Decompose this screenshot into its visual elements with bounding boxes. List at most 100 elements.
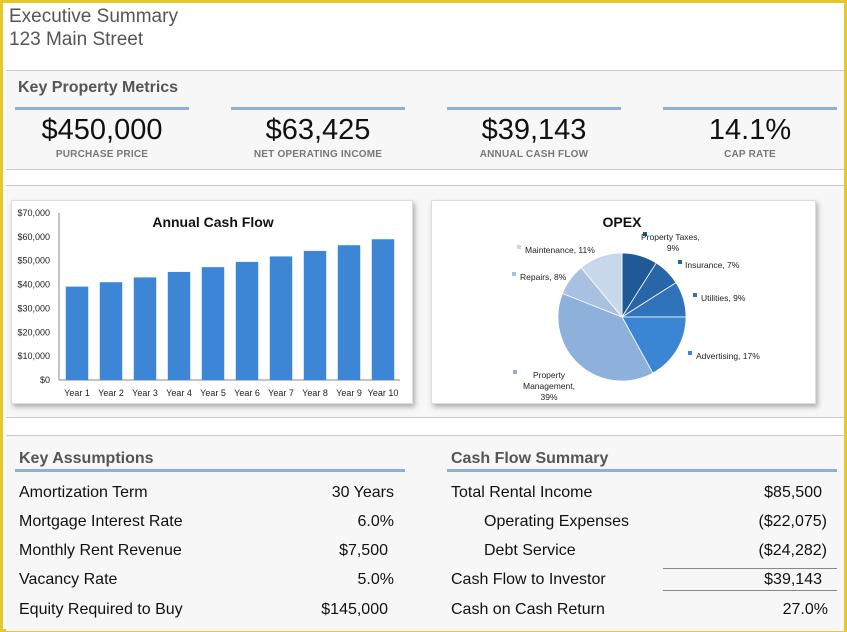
cashflow-label: Operating Expenses [484,513,629,530]
y-tick-label: $50,000 [17,256,50,266]
assumption-label: Vacancy Rate [19,571,118,588]
x-tick-label: Year 9 [336,388,362,398]
y-tick-label: $0 [40,375,50,385]
metric-label: ANNUAL CASH FLOW [479,149,589,160]
key-metrics-panel: Key Property Metrics [6,70,844,170]
cashflow-divider [663,568,837,569]
bar [269,256,293,380]
y-tick-label: $70,000 [17,208,50,218]
cashflow-label: Cash on Cash Return [451,601,605,618]
metric-value: 14.1% [708,114,792,146]
y-tick-label: $30,000 [17,303,50,313]
cashflow-label: Debt Service [484,542,576,559]
slice-label: Utilities, 9% [701,293,746,303]
cashflow-divider [663,590,837,591]
property-address: 123 Main Street [9,29,144,50]
bar [133,277,157,380]
x-tick-label: Year 8 [302,388,328,398]
assumption-label: Mortgage Interest Rate [19,513,183,530]
cashflow-value: $85,500 [764,484,822,501]
x-tick-label: Year 10 [368,388,399,398]
pie-slice [621,316,687,374]
metric-value: $39,143 [481,114,587,146]
cash-flow-summary-rule [447,469,837,472]
metric-net-operating-income: $63,425 NET OPERATING INCOME [231,107,405,160]
x-tick-label: Year 4 [166,388,192,398]
legend-marker [517,245,521,249]
cash-flow-summary-heading: Cash Flow Summary [451,450,609,467]
metric-value: $450,000 [41,114,163,146]
y-tick-label: $10,000 [17,351,50,361]
bar [371,239,395,380]
key-assumptions-rule [15,469,405,472]
annual-cash-flow-chart-svg: $0 $10,000 $20,000 $30,000 $40,000 $50,000 $60… [17,208,400,398]
metric-rule [15,107,189,110]
x-tick-label: Year 5 [200,388,226,398]
assumption-label: Monthly Rent Revenue [19,542,182,559]
assumption-value: 6.0% [357,513,394,530]
bar [167,271,191,380]
metric-rule [231,107,405,110]
cashflow-value: 27.0% [782,601,828,618]
legend-marker [513,370,517,374]
metric-rule [663,107,837,110]
slice-label: Insurance, 7% [685,260,740,270]
cashflow-label: Total Rental Income [451,484,593,501]
metric-annual-cash-flow: $39,143 ANNUAL CASH FLOW [447,107,621,160]
metric-label: NET OPERATING INCOME [253,149,383,160]
slice-label: Management, [523,381,575,391]
legend-marker [678,260,682,264]
cashflow-value: $39,143 [764,571,822,588]
summary-panel [6,435,844,631]
x-tick-label: Year 2 [98,388,124,398]
slice-label: Advertising, 17% [696,351,760,361]
metric-value: $63,425 [265,114,371,146]
bar [65,286,89,380]
metric-label: CAP RATE [724,149,776,160]
x-tick-label: Year 7 [268,388,294,398]
slice-label: 9% [667,243,680,253]
cashflow-label: Cash Flow to Investor [451,571,606,588]
y-tick-label: $60,000 [17,232,50,242]
key-assumptions-heading: Key Assumptions [19,450,154,467]
legend-marker [512,272,516,276]
opex-chart-svg: OPEX Property Taxes,9% Insurance, 7% Utilit… [512,214,760,402]
legend-marker [693,293,697,297]
slice-label: Property [533,370,566,380]
assumption-label: Equity Required to Buy [19,601,183,618]
chart-title: OPEX [603,214,643,230]
slice-label: 39% [540,392,557,402]
slice-label: Property Taxes, [641,232,700,242]
assumption-value: 30 Years [331,484,394,501]
chart-title: Annual Cash Flow [152,214,273,230]
page-header: Executive Summary 123 Main Street [9,5,178,51]
metric-cap-rate: 14.1% CAP RATE [663,107,837,160]
legend-marker [688,351,692,355]
y-tick-label: $40,000 [17,280,50,290]
key-metrics-heading: Key Property Metrics [18,79,179,96]
assumption-value: $145,000 [321,601,388,618]
bar [99,282,123,380]
bar [235,261,259,380]
x-tick-label: Year 3 [132,388,158,398]
x-tick-label: Year 1 [64,388,90,398]
assumption-label: Amortization Term [19,484,148,501]
pie-slice [557,292,654,382]
slice-label: Repairs, 8% [520,272,567,282]
metric-rule [447,107,621,110]
legend-marker [643,232,647,236]
assumption-value: 5.0% [357,571,394,588]
cashflow-value: ($24,282) [758,542,828,559]
bar [201,267,225,380]
page-title: Executive Summary [9,6,178,27]
y-tick-label: $20,000 [17,327,50,337]
pie-slice [580,252,623,319]
bar [303,250,327,380]
metric-label: PURCHASE PRICE [55,149,149,160]
assumption-value: $7,500 [339,542,388,559]
metric-purchase-price: $450,000 PURCHASE PRICE [15,107,189,160]
x-tick-label: Year 6 [234,388,260,398]
cashflow-value: ($22,075) [758,513,828,530]
slice-label: Maintenance, 11% [525,245,595,255]
